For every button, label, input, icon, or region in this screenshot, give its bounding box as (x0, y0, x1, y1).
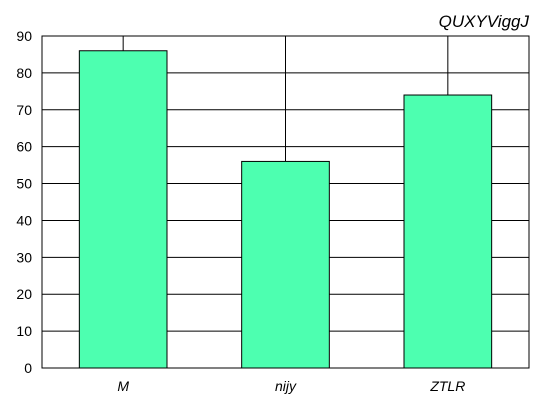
y-tick-label: 0 (24, 360, 32, 376)
y-tick-label: 60 (16, 139, 32, 155)
x-tick-label: nijy (275, 378, 297, 394)
y-tick-label: 50 (16, 176, 32, 192)
chart-title: QUXYViggJ (439, 12, 530, 31)
bar-center-lines (122, 36, 449, 162)
y-tick-label: 20 (16, 286, 32, 302)
y-tick-label: 10 (16, 323, 32, 339)
y-tick-label: 80 (16, 65, 32, 81)
x-tick-label: ZTLR (429, 378, 465, 394)
bars (78, 50, 493, 369)
y-tick-label: 40 (16, 212, 32, 228)
bar-ztlr (403, 94, 493, 369)
y-axis-ticks: 0 10 20 30 40 50 60 70 80 90 (16, 28, 32, 376)
y-tick-label: 70 (16, 102, 32, 118)
y-tick-label: 30 (16, 249, 32, 265)
x-tick-label: M (117, 378, 129, 394)
plot-frame (41, 35, 530, 369)
bar-m (78, 50, 168, 369)
bar-nijy (241, 160, 330, 369)
y-tick-label: 90 (16, 28, 32, 44)
